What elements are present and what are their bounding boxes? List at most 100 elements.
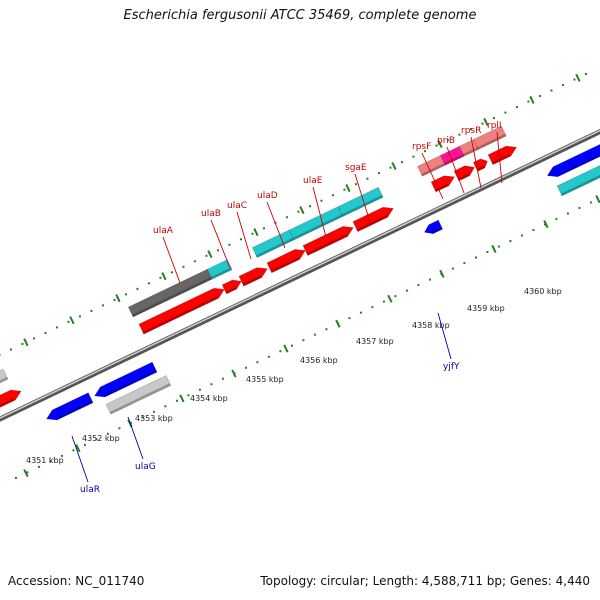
ulaG-gene-arrow <box>94 361 158 398</box>
reverse-track-major-tick <box>179 394 185 403</box>
forward-track-major-tick <box>23 338 29 347</box>
gene-arrow-forward-shade <box>0 397 16 408</box>
ulaE-gene-arrow-shade <box>306 234 348 256</box>
reverse-track-major-tick <box>491 244 497 253</box>
reverse-track-dot <box>175 399 178 402</box>
forward-track-dot <box>515 106 518 109</box>
reverse-track-dot <box>129 421 132 424</box>
forward-track-dot <box>21 342 24 345</box>
reverse-track-dot <box>589 201 592 204</box>
gene-leader-line <box>421 152 444 200</box>
accession-text: Accession: NC_011740 <box>8 574 145 588</box>
scale-label: 4351 kbp <box>26 456 64 465</box>
forward-track-dot <box>239 238 242 241</box>
reverse-track-dot <box>26 471 29 474</box>
forward-track-dot <box>389 166 392 169</box>
forward-track-major-tick <box>161 272 167 281</box>
ulaC-gene-arrow-shade <box>242 275 262 287</box>
forward-track-dot <box>573 78 576 81</box>
rpsR-gene-arrow-shade <box>476 165 485 172</box>
forward-track-dot <box>354 183 357 186</box>
rpsF-feature-block-shade <box>421 163 446 177</box>
forward-track-dot <box>481 122 484 125</box>
gene-leader-line <box>470 136 482 189</box>
forward-track-dot <box>504 111 507 114</box>
ulaB-gene-arrow-shade <box>225 286 237 294</box>
gray-feature-block <box>0 368 9 384</box>
ulaG-feature-block <box>105 375 172 415</box>
forward-track-major-tick <box>253 228 259 237</box>
reverse-track-dot <box>566 212 569 215</box>
forward-track-dot <box>377 172 380 175</box>
rpsR-feature-block-shade <box>463 147 479 157</box>
reverse-gene-arrow <box>546 144 600 178</box>
scale-label: 4358 kbp <box>412 321 450 330</box>
reverse-track-dot <box>14 476 17 479</box>
gene-leader-line <box>236 211 252 260</box>
reverse-track-dot <box>382 300 385 303</box>
reverse-track-dot <box>348 317 351 320</box>
reverse-track-major-tick <box>23 469 29 478</box>
scale-label: 4353 kbp <box>135 414 173 423</box>
forward-track-major-tick <box>575 73 581 82</box>
rplI-gene-arrow <box>487 145 518 166</box>
forward-track-major-tick <box>529 95 535 104</box>
reverse-track-dot <box>279 350 282 353</box>
gene-label-sgaE: sgaE <box>345 163 367 173</box>
scale-label: 4355 kbp <box>246 375 284 384</box>
reverse-track-dot <box>164 405 167 408</box>
priB-gene-arrow-shade <box>457 173 470 181</box>
reverse-track-dot <box>83 443 86 446</box>
reverse-track-dot <box>106 432 109 435</box>
gene-leader-line <box>266 201 286 249</box>
forward-track-dot <box>527 100 530 103</box>
ulaR-gene-arrow-shade <box>55 400 94 420</box>
forward-track-major-tick <box>345 183 351 193</box>
reverse-track-dot <box>451 267 454 270</box>
reverse-track-dot <box>313 333 316 336</box>
forward-track-dot <box>67 320 70 323</box>
ulaC-gene-arrow <box>238 267 268 287</box>
reverse-track-dot <box>532 229 535 232</box>
cyan-feature-block <box>556 165 600 197</box>
gene-leader-line <box>210 219 231 269</box>
scale-label: 4354 kbp <box>190 394 228 403</box>
forward-track-dot <box>205 254 208 257</box>
forward-track-major-tick <box>391 161 397 171</box>
gene-label-rpsR: rpsR <box>461 126 481 136</box>
reverse-track-dot <box>578 206 581 209</box>
ulaE-gene-arrow <box>302 226 354 256</box>
rpsF-gene-arrow <box>430 175 456 193</box>
forward-track-dot <box>285 216 288 219</box>
gene-label-ulaR: ulaR <box>80 485 100 495</box>
reverse-track-major-tick <box>595 195 600 204</box>
ulaA-gene-arrow <box>138 287 225 335</box>
reverse-track-dot <box>187 394 190 397</box>
gene-leader-line <box>162 236 181 284</box>
gene-features <box>0 125 600 421</box>
ulaD-gene-arrow <box>266 249 306 274</box>
gene-label-ulaC: ulaC <box>227 201 247 211</box>
reverse-track-major-tick <box>283 344 289 353</box>
forward-track-dot <box>584 73 587 76</box>
sgaE-feature-block-shade <box>342 194 384 217</box>
priB-gene-arrow <box>453 165 475 182</box>
genome-summary-text: Topology: circular; Length: 4,588,711 bp… <box>260 574 590 588</box>
gene-leader-line <box>446 146 465 194</box>
forward-track-major-tick <box>483 117 489 126</box>
forward-tick-track <box>0 73 587 356</box>
forward-track-dot <box>343 188 346 191</box>
reverse-track-dot <box>198 388 201 391</box>
forward-track-dot <box>458 133 461 136</box>
reverse-track-dot <box>72 449 75 452</box>
reverse-track-dot <box>486 251 489 254</box>
reverse-track-dot <box>405 289 408 292</box>
ulaR-gene-arrow <box>46 392 94 421</box>
forward-track-dot <box>101 304 104 307</box>
reverse-track-dot <box>509 240 512 243</box>
scale-label: 4357 kbp <box>356 337 394 346</box>
reverse-track-major-tick <box>387 294 393 303</box>
reverse-track-major-tick <box>543 219 549 229</box>
forward-track-dot <box>308 205 311 208</box>
